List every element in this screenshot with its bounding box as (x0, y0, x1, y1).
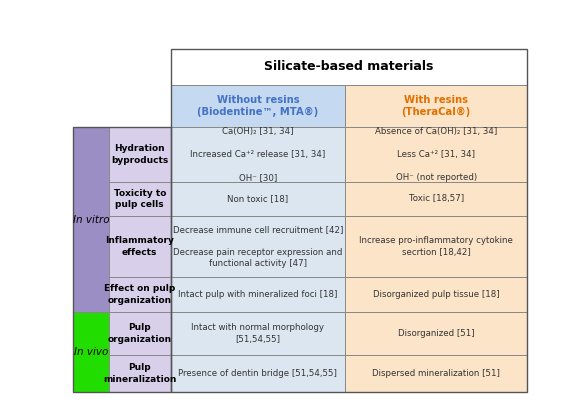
Text: Toxic [18,57]: Toxic [18,57] (408, 195, 464, 204)
Bar (345, 85, 527, 127)
Bar (171, 182, 345, 216)
Bar (108, 277, 171, 312)
Bar (345, 355, 527, 392)
Bar (108, 216, 171, 277)
Bar (171, 277, 345, 312)
Bar (171, 85, 345, 127)
Text: Effect on pulp
organization: Effect on pulp organization (104, 284, 175, 305)
Text: Increase pro-inflammatory cytokine
secrtion [18,42]: Increase pro-inflammatory cytokine secrt… (359, 236, 513, 257)
Text: Ca(OH)₂ [31, 34]

Increased Ca⁺² release [31, 34]

OH⁻ [30]: Ca(OH)₂ [31, 34] Increased Ca⁺² release … (190, 127, 325, 182)
Bar (345, 277, 527, 312)
Bar (73, 127, 108, 312)
Bar (171, 216, 345, 277)
Bar (73, 7, 171, 85)
Text: Inflammatory
effects: Inflammatory effects (105, 236, 174, 257)
Text: Without resins
(Biodentine™, MTA®): Without resins (Biodentine™, MTA®) (197, 94, 318, 118)
Text: Pulp
mineralization: Pulp mineralization (103, 363, 176, 384)
Bar (171, 49, 527, 392)
Text: Toxicity to
pulp cells: Toxicity to pulp cells (114, 189, 166, 209)
Text: Hydration
byproducts: Hydration byproducts (111, 144, 168, 165)
Bar (171, 127, 345, 182)
Bar (171, 312, 345, 355)
Text: In vivo: In vivo (74, 347, 108, 357)
Bar (345, 127, 527, 182)
Text: Non toxic [18]: Non toxic [18] (227, 195, 288, 204)
Bar (171, 49, 527, 85)
Bar (108, 182, 171, 216)
Bar (108, 312, 171, 355)
Text: Decrease immune cell recruitment [42]

Decrease pain receptor expression and
fun: Decrease immune cell recruitment [42] De… (173, 225, 343, 268)
Text: Absence of Ca(OH)₂ [31, 34]

Less Ca⁺² [31, 34]

OH⁻ (not reported): Absence of Ca(OH)₂ [31, 34] Less Ca⁺² [3… (375, 127, 498, 182)
Bar (73, 127, 171, 392)
Bar (345, 312, 527, 355)
Text: With resins
(TheraCal®): With resins (TheraCal®) (401, 94, 471, 118)
Bar (345, 216, 527, 277)
Text: Intact with normal morphology
[51,54,55]: Intact with normal morphology [51,54,55] (192, 324, 325, 344)
Bar (108, 127, 171, 182)
Text: Disorganized [51]: Disorganized [51] (398, 329, 475, 338)
Bar (345, 182, 527, 216)
Text: Presence of dentin bridge [51,54,55]: Presence of dentin bridge [51,54,55] (178, 369, 338, 378)
Text: Pulp
organization: Pulp organization (108, 324, 172, 344)
Text: In vitro: In vitro (73, 214, 109, 225)
Text: Disorganized pulp tissue [18]: Disorganized pulp tissue [18] (373, 290, 499, 299)
Bar (171, 355, 345, 392)
Bar (108, 355, 171, 392)
Bar (73, 312, 108, 392)
Text: Silicate-based materials: Silicate-based materials (264, 60, 434, 73)
Text: Intact pulp with mineralized foci [18]: Intact pulp with mineralized foci [18] (178, 290, 338, 299)
Text: Dispersed mineralization [51]: Dispersed mineralization [51] (372, 369, 500, 378)
